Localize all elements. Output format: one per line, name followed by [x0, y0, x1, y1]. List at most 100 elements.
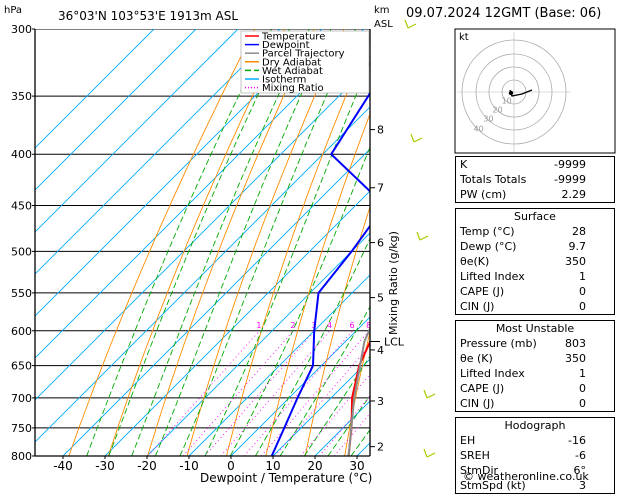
wet-adiabat-line: [154, 29, 332, 456]
index-row: Lifted Index 1: [456, 366, 614, 381]
isotherm-line: [104, 190, 370, 456]
wet-adiabat-line: [179, 29, 357, 456]
copyright-footer: © weatheronline.co.uk: [463, 470, 589, 483]
pressure-tick-label: 450: [11, 200, 32, 213]
wind-barb: [426, 452, 436, 458]
pressure-tick-label: 500: [11, 245, 32, 258]
datetime-label: 09.07.2024 12GMT (Base: 06): [406, 6, 602, 21]
index-value: -16: [568, 434, 586, 447]
isotherm-line: [35, 29, 197, 191]
lcl-label: LCL: [384, 336, 405, 349]
pressure-tick-label: 350: [11, 90, 32, 103]
index-row: θe(K) 350: [456, 254, 614, 269]
legend-box: [240, 30, 370, 94]
km-label: km: [374, 5, 390, 16]
index-label: PW (cm): [460, 188, 507, 201]
legend-label: Temperature: [261, 32, 325, 43]
dry-adiabat-line: [620, 29, 629, 456]
index-value: 803: [565, 337, 586, 350]
mixing-ratio-label: 20: [422, 321, 432, 330]
pressure-tick-label: 650: [11, 360, 32, 373]
hodograph-ring-label: 10: [502, 96, 512, 105]
index-value: 0: [579, 300, 586, 313]
wet-adiabat-line: [204, 60, 370, 456]
index-row: SREH -6: [456, 448, 614, 463]
legend-label: Wet Adiabat: [262, 66, 323, 77]
index-label: Lifted Index: [460, 367, 525, 380]
index-row: Temp (°C) 28: [456, 224, 614, 239]
temperature-tick-label: 10: [265, 459, 280, 473]
index-row: Totals Totals -9999: [456, 172, 614, 187]
wet-adiabat-line: [255, 237, 370, 456]
mixing-ratio-label: 25: [437, 321, 447, 330]
mixing-ratio-line: [204, 330, 315, 456]
temperature-tick-label: -30: [95, 459, 115, 473]
index-label: CAPE (J): [460, 382, 505, 395]
km-tick-label: 3: [377, 395, 384, 408]
index-label: Totals Totals: [460, 173, 527, 186]
wet-adiabat-line: [131, 29, 310, 456]
mixing-ratio-line: [243, 330, 353, 456]
surface-indices: Surface Temp (°C) 28 Dewp (°C) 9.7 θe(K) 350 Li…: [455, 208, 615, 315]
parcel-trajectory-line: [347, 326, 370, 456]
most-unstable-indices: Most Unstable Pressure (mb) 803 θe (K) 350 Li…: [455, 320, 615, 412]
hodograph-frame: [454, 28, 616, 154]
index-value: 350: [565, 352, 586, 365]
legend-label: Parcel Trajectory: [262, 49, 345, 60]
mixing-ratio-label: 8: [366, 321, 371, 330]
index-value: 350: [565, 255, 586, 268]
index-label: Pressure (mb): [460, 337, 537, 350]
isotherm-line: [35, 29, 155, 149]
index-value: 0: [579, 382, 586, 395]
wind-barb: [426, 393, 436, 399]
section-title: Surface: [514, 210, 556, 223]
index-value: 0: [579, 397, 586, 410]
index-row: CAPE (J) 0: [456, 284, 614, 299]
index-label: StmDir: [460, 464, 499, 477]
section-title: Most Unstable: [495, 322, 575, 335]
index-row: PW (cm) 2.29: [456, 187, 614, 202]
wind-barb-flag: [423, 389, 428, 399]
index-label: EH: [460, 434, 476, 447]
index-value: -9999: [554, 158, 586, 171]
wind-barb-flag: [423, 448, 428, 458]
index-value: -6: [575, 449, 586, 462]
mixing-ratio-line: [260, 330, 370, 456]
wind-barb: [413, 137, 423, 143]
pressure-tick-label: 400: [11, 148, 32, 161]
index-row: CIN (J) 0: [456, 396, 614, 411]
dewpoint-line: [270, 91, 370, 456]
index-row: θe (K) 350: [456, 351, 614, 366]
wind-barb-flag: [404, 19, 409, 29]
km-tick-label: 8: [377, 124, 384, 137]
index-value: 0: [579, 285, 586, 298]
index-value: 9.7: [568, 240, 587, 253]
hodograph-ring-label: 40: [474, 124, 484, 133]
isotherm-line: [146, 232, 370, 456]
wind-barb-flag: [416, 231, 421, 241]
pressure-tick-label: 800: [11, 450, 32, 463]
mixing-ratio-line: [319, 395, 370, 456]
mixing-ratio-label: 15: [404, 321, 414, 330]
pressure-tick-label: 700: [11, 392, 32, 405]
index-row: Dewp (°C) 9.7: [456, 239, 614, 254]
hodograph-kt-label: kt: [459, 32, 469, 43]
temperature-tick-label: 0: [227, 459, 235, 473]
index-label: CIN (J): [460, 397, 495, 410]
profile-lines: [270, 91, 370, 456]
basic-indices: K -9999 Totals Totals -9999 PW (cm) 2.29: [455, 156, 615, 203]
isotherm-line: [62, 148, 370, 456]
mixing-ratio-label: 2: [290, 321, 295, 330]
index-label: Temp (°C): [460, 225, 515, 238]
index-row: Pressure (mb) 803: [456, 336, 614, 351]
pressure-tick-label: 300: [11, 23, 32, 36]
index-label: θe (K): [460, 352, 493, 365]
index-row: K -9999: [456, 157, 614, 172]
index-label: Lifted Index: [460, 270, 525, 283]
section-title: Hodograph: [504, 419, 566, 432]
km-tick-label: 6: [377, 237, 384, 250]
isotherm-line: [188, 274, 370, 456]
